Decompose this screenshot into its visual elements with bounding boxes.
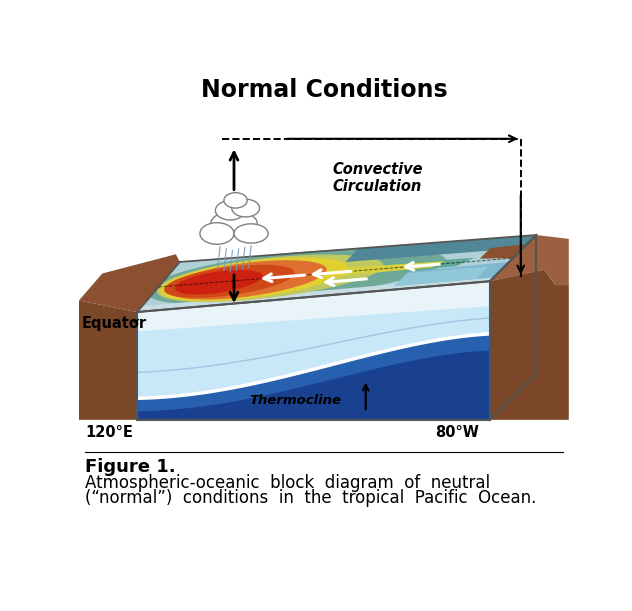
Polygon shape bbox=[79, 301, 137, 420]
Polygon shape bbox=[137, 276, 495, 312]
Polygon shape bbox=[490, 235, 536, 334]
Polygon shape bbox=[179, 235, 536, 373]
Polygon shape bbox=[164, 265, 295, 298]
Polygon shape bbox=[137, 281, 490, 398]
Polygon shape bbox=[224, 261, 445, 287]
Polygon shape bbox=[137, 334, 490, 411]
Text: Thermocline: Thermocline bbox=[250, 395, 341, 408]
Text: 120°E: 120°E bbox=[85, 425, 133, 440]
Ellipse shape bbox=[232, 199, 260, 217]
Polygon shape bbox=[175, 270, 262, 295]
Text: Figure 1.: Figure 1. bbox=[85, 458, 176, 477]
Polygon shape bbox=[167, 260, 327, 299]
Polygon shape bbox=[146, 249, 446, 305]
Polygon shape bbox=[137, 281, 490, 420]
Ellipse shape bbox=[234, 224, 268, 243]
Text: Equator: Equator bbox=[82, 316, 147, 331]
Polygon shape bbox=[137, 235, 536, 312]
Polygon shape bbox=[79, 254, 179, 312]
Polygon shape bbox=[346, 235, 536, 262]
Ellipse shape bbox=[200, 222, 234, 244]
Polygon shape bbox=[137, 281, 490, 331]
Polygon shape bbox=[480, 244, 527, 258]
Polygon shape bbox=[490, 235, 536, 420]
Polygon shape bbox=[394, 262, 509, 286]
Ellipse shape bbox=[216, 201, 245, 220]
Ellipse shape bbox=[210, 211, 257, 236]
Polygon shape bbox=[161, 257, 348, 301]
Polygon shape bbox=[241, 258, 474, 287]
Text: (“normal”)  conditions  in  the  tropical  Pacific  Ocean.: (“normal”) conditions in the tropical Pa… bbox=[85, 489, 537, 507]
Polygon shape bbox=[157, 255, 384, 302]
Text: Atmospheric-oceanic  block  diagram  of  neutral: Atmospheric-oceanic block diagram of neu… bbox=[85, 474, 490, 492]
Text: 80°W: 80°W bbox=[435, 425, 480, 440]
Text: Normal Conditions: Normal Conditions bbox=[200, 78, 447, 102]
Polygon shape bbox=[137, 334, 490, 420]
Polygon shape bbox=[490, 235, 569, 285]
Polygon shape bbox=[394, 266, 489, 286]
Text: Convective
Circulation: Convective Circulation bbox=[332, 162, 423, 194]
Polygon shape bbox=[490, 269, 569, 420]
Ellipse shape bbox=[224, 192, 247, 208]
Polygon shape bbox=[490, 318, 536, 420]
